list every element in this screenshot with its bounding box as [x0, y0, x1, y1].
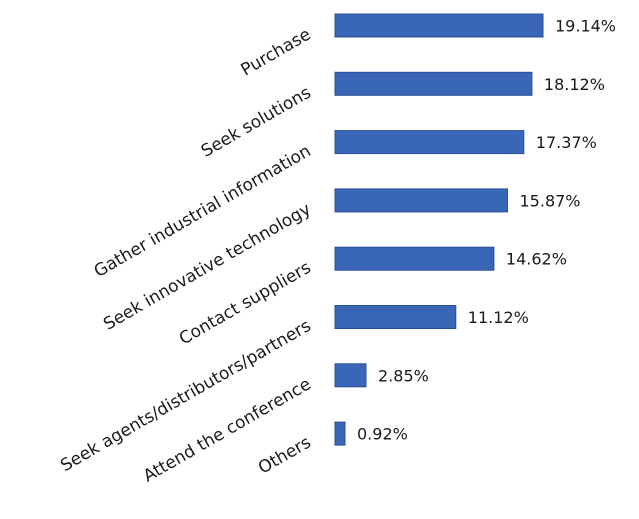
bar-seek-solutions — [334, 71, 533, 96]
bar-gather-industrial-information — [334, 130, 525, 155]
data-label: 18.12% — [544, 75, 605, 94]
data-label: 14.62% — [506, 250, 567, 269]
data-label: 2.85% — [378, 366, 429, 385]
data-label: 11.12% — [468, 308, 529, 327]
bar-seek-agents-distributors-partners — [334, 305, 457, 329]
data-label: 19.14% — [555, 17, 616, 36]
bar-purchase — [334, 13, 544, 38]
category-label: Attend the conference — [140, 374, 315, 486]
data-label: 0.92% — [357, 425, 408, 444]
bars-group — [334, 13, 544, 446]
data-label: 17.37% — [536, 133, 597, 152]
category-label: Others — [255, 433, 315, 479]
data-label: 15.87% — [520, 191, 581, 210]
bar-attend-the-conference — [334, 363, 367, 388]
bar-seek-innovative-technology — [334, 188, 508, 213]
bar-others — [334, 421, 346, 446]
value-labels-group: 19.14% 18.12% 17.37% 15.87% 14.62% 11.12% 2.85… — [357, 17, 616, 444]
category-label: Purchase — [238, 25, 315, 81]
bar-contact-suppliers — [334, 246, 495, 271]
